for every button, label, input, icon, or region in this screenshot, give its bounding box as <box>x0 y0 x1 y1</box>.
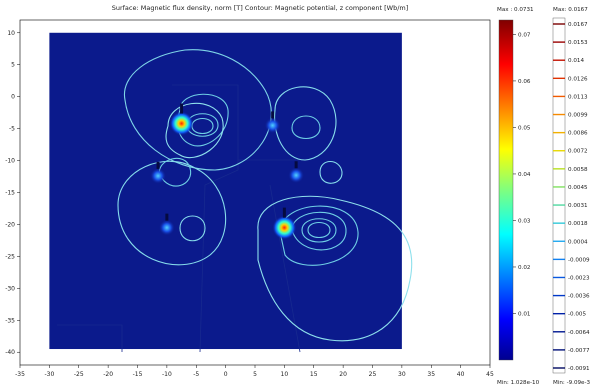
field-hotspot <box>264 117 281 134</box>
contour-level-label: 0.0113 <box>568 94 588 100</box>
field-hotspot <box>169 111 194 136</box>
y-tick-label: -35 <box>5 317 15 324</box>
surface-colorbar-tick-label: 0.03 <box>518 218 531 224</box>
x-tick-label: 10 <box>281 371 289 378</box>
field-hotspot <box>158 219 175 236</box>
contour-level-label: 0.0045 <box>568 185 588 191</box>
contour-level-label: -0.0036 <box>568 294 590 300</box>
contour-level-label: 0.0126 <box>568 76 588 82</box>
conductor-marker <box>294 161 298 169</box>
x-tick-label: 15 <box>310 371 318 378</box>
x-tick-label: -25 <box>74 371 84 378</box>
y-tick-label: -25 <box>5 253 15 260</box>
contour-level-label: 0.0099 <box>568 113 588 119</box>
x-tick-label: 25 <box>369 371 377 378</box>
y-tick-label: -10 <box>5 158 15 165</box>
conductor-marker <box>271 111 275 119</box>
x-tick-label: 40 <box>457 371 465 378</box>
x-tick-label: -30 <box>44 371 54 378</box>
contour-level-label: 0.0086 <box>568 131 588 137</box>
contour-level-label: 0.0031 <box>568 203 588 209</box>
surface-max-label: Max : 0.0731 <box>497 7 534 13</box>
field-hotspot <box>150 167 167 184</box>
surface-colorbar <box>498 19 514 361</box>
y-axis: 10 5 0 -5 -10 -15 -20 -25 -30 -35 -40 <box>5 30 20 356</box>
y-tick-label: 0 <box>11 94 15 101</box>
y-tick-label: -40 <box>5 349 15 356</box>
y-tick-label: -20 <box>5 221 15 228</box>
contour-level-label: -0.0091 <box>568 366 590 372</box>
contour-level-label: 0.0004 <box>568 239 588 245</box>
x-tick-label: -10 <box>162 371 172 378</box>
x-tick-label: 5 <box>253 371 257 378</box>
y-tick-label: -15 <box>5 190 15 197</box>
surface-colorbar-tick-label: 0.04 <box>518 172 531 178</box>
contour-colorbar <box>552 17 566 374</box>
x-tick-label: 30 <box>398 371 406 378</box>
surface-colorbar-tick-label: 0.05 <box>518 125 531 131</box>
x-tick-label: -20 <box>103 371 113 378</box>
surface-colorbar-tick-label: 0.07 <box>518 32 531 38</box>
contour-level-label: -0.0009 <box>568 257 590 263</box>
x-tick-label: -35 <box>15 371 25 378</box>
surface-min-label: Min: 1.028e-10 <box>497 380 540 386</box>
contour-level-label: 0.0072 <box>568 149 588 155</box>
contour-level-label: -0.0023 <box>568 275 590 281</box>
geometry-boundaries <box>57 84 301 353</box>
domain-surface <box>49 32 402 350</box>
field-hotspot <box>272 215 297 240</box>
contour-level-label: -0.005 <box>568 312 586 318</box>
surface-colorbar-tick-label: 0.01 <box>518 311 531 317</box>
x-tick-label: -5 <box>193 371 199 378</box>
contour-lines <box>117 49 413 342</box>
plot-title: Surface: Magnetic flux density, norm [T]… <box>111 4 409 12</box>
y-tick-label: 10 <box>7 30 15 37</box>
field-hotspot <box>288 167 305 184</box>
contour-level-label: 0.0167 <box>568 22 588 28</box>
surface-colorbar-ticks: 0.07 0.06 0.05 0.04 0.03 0.02 0.01 <box>513 32 531 317</box>
x-tick-label: 0 <box>224 371 228 378</box>
contour-level-label: 0.0153 <box>568 40 588 46</box>
x-tick-label: 20 <box>339 371 347 378</box>
conductor-marker <box>180 103 184 114</box>
conductor-marker <box>156 161 160 169</box>
contour-level-label: 0.0018 <box>568 221 588 227</box>
y-tick-label: -30 <box>5 285 15 292</box>
surface-colorbar-tick-label: 0.06 <box>518 79 531 85</box>
x-tick-label: -15 <box>133 371 143 378</box>
field-hotspots <box>150 103 305 240</box>
contour-min-label: Min: -9.09e-3 <box>553 380 591 386</box>
surface-colorbar-tick-label: 0.02 <box>518 265 530 271</box>
contour-colorbar-levels: 0.0167 0.0153 0.014 0.0126 0.0113 0.0099 0.008… <box>553 22 590 372</box>
x-axis: -35 -30 -25 -20 -15 -10 -5 0 5 10 15 20 25 30 35 40 45 <box>15 365 494 378</box>
contour-level-label: 0.014 <box>568 58 584 64</box>
contour-level-label: -0.0064 <box>568 330 590 336</box>
y-tick-label: -5 <box>9 126 15 133</box>
x-tick-label: 45 <box>486 371 494 378</box>
conductor-marker <box>165 213 169 221</box>
contour-level-label: -0.0077 <box>568 348 590 354</box>
conductor-marker <box>282 207 286 218</box>
contour-level-label: 0.0058 <box>568 167 588 173</box>
x-tick-label: 35 <box>427 371 435 378</box>
y-tick-label: 5 <box>11 62 15 69</box>
contour-max-label: Max: 0.0167 <box>553 7 588 13</box>
